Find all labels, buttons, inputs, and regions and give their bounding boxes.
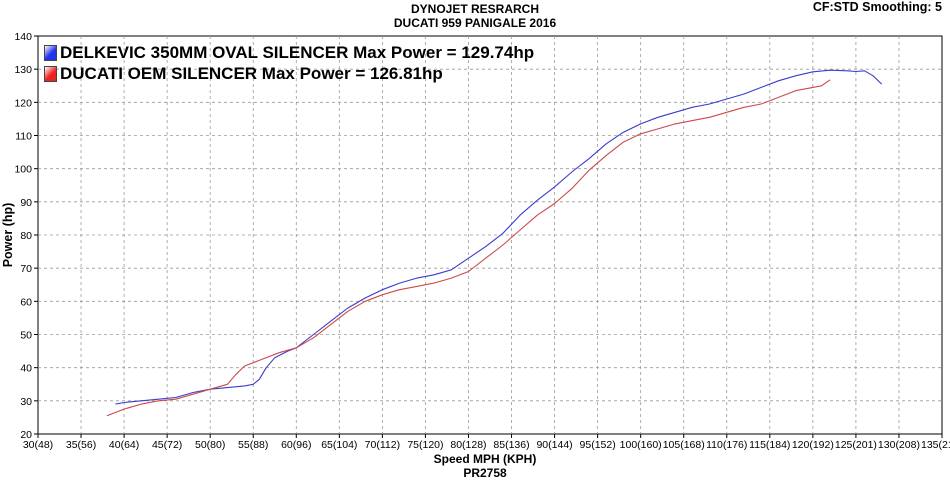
x-tick-label: 55(88) [238,439,268,451]
chart-title: DYNOJET RESRARCH [410,2,539,16]
legend-label-oem: DUCATI OEM SILENCER Max Power = 126.81hp [60,64,443,83]
x-tick-label: 30(48) [23,439,53,451]
x-tick-label: 125(201) [835,439,877,451]
grid-lines [38,36,942,434]
y-tick-label: 60 [20,296,32,308]
y-tick-label: 140 [14,31,32,43]
x-tick-label: 80(128) [450,439,486,451]
legend-swatch-blue [44,45,57,61]
x-axis-label: Speed MPH (KPH) [434,452,537,466]
x-tick-label: 65(104) [321,439,357,451]
x-tick-label: 35(56) [66,439,96,451]
x-tick-label: 70(112) [365,439,400,451]
y-tick-label: 40 [20,363,32,375]
y-axis-label: Power (hp) [1,203,15,268]
y-tick-label: 50 [20,330,32,342]
x-tick-label: 110(176) [706,439,747,451]
x-tick-label: 135(216) [921,439,950,451]
x-tick-label: 130(208) [878,439,920,451]
run-id-label: PR2758 [463,466,507,480]
series-line-0 [115,69,883,405]
legend-swatch-red [44,66,57,82]
y-tick-label: 20 [20,429,32,441]
y-tick-label: 100 [14,164,32,176]
y-tick-label: 70 [20,263,32,275]
x-tick-label: 120(192) [792,439,834,451]
x-tick-label: 40(64) [109,439,139,451]
x-tick-label: 95(152) [580,439,616,451]
x-tick-label: 105(168) [663,439,705,451]
y-tick-label: 80 [20,230,32,242]
x-tick-label: 50(80) [195,439,225,451]
x-tick-label: 100(160) [620,439,662,451]
x-tick-label: 115(184) [749,439,790,451]
y-tick-label: 110 [15,131,32,143]
legend-label-delkevic: DELKEVIC 350MM OVAL SILENCER Max Power =… [60,43,535,62]
chart-subtitle: DUCATI 959 PANIGALE 2016 [393,16,557,30]
y-tick-label: 90 [20,197,32,209]
x-tick-label: 75(120) [407,439,443,451]
y-tick-label: 30 [20,396,32,408]
x-tick-label: 90(144) [536,439,572,451]
x-tick-label: 85(136) [493,439,529,451]
series-line-1 [106,79,831,417]
y-tick-label: 130 [14,64,32,76]
y-tick-label: 120 [14,97,32,109]
x-tick-label: 45(72) [152,439,182,451]
correction-factor-info: CF:STD Smoothing: 5 [812,0,942,14]
legend-entry-oem: DUCATI OEM SILENCER Max Power = 126.81hp [44,64,443,84]
x-tick-label: 60(96) [281,439,311,451]
legend-entry-delkevic: DELKEVIC 350MM OVAL SILENCER Max Power =… [44,43,534,63]
